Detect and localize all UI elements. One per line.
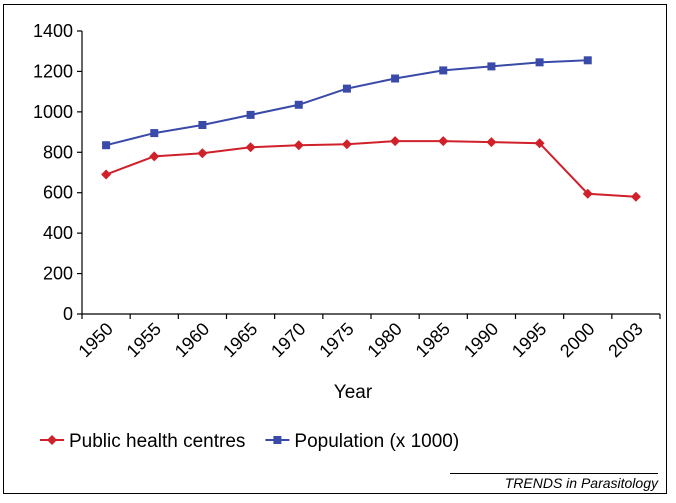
y-tick-label: 400: [43, 223, 73, 243]
y-tick-label: 1200: [33, 61, 73, 81]
x-axis-title: Year: [334, 382, 373, 403]
legend-label: Population (x 1000): [294, 431, 459, 452]
series-line: [105, 59, 588, 147]
data-point: [439, 66, 448, 75]
journal-credit: TRENDS in Parasitology: [450, 473, 658, 491]
figure-frame: [3, 4, 667, 494]
data-point: [390, 136, 401, 147]
legend-item: Population (x 1000): [265, 431, 459, 452]
data-point: [149, 151, 160, 162]
x-tick-label: 2000: [556, 319, 598, 361]
data-point: [487, 62, 496, 71]
x-tick-label: 1980: [363, 319, 405, 361]
data-point: [246, 110, 255, 119]
y-tick-label: 1400: [33, 21, 73, 41]
data-point: [341, 139, 352, 150]
data-point: [197, 148, 208, 159]
y-tick-label: 0: [63, 304, 73, 324]
data-point: [630, 191, 641, 202]
x-tick-label: 1970: [267, 319, 309, 361]
legend-label: Public health centres: [69, 431, 245, 452]
data-point: [101, 169, 112, 180]
data-point: [294, 100, 303, 109]
data-point: [438, 136, 449, 147]
x-tick-label: 2003: [604, 319, 646, 361]
y-tick-label: 1000: [33, 102, 73, 122]
x-tick-label: 1960: [171, 319, 213, 361]
x-tick-label: 1990: [460, 319, 502, 361]
data-point: [583, 56, 592, 65]
legend-item: Public health centres: [40, 431, 245, 452]
series-population-x-1000: [102, 56, 592, 150]
data-point: [150, 129, 159, 138]
x-tick-label: 1950: [74, 319, 116, 361]
series-line: [105, 140, 636, 198]
x-tick-label: 1985: [412, 319, 454, 361]
data-point: [486, 137, 497, 148]
data-point: [534, 138, 545, 149]
x-tick-label: 1975: [315, 319, 357, 361]
data-point: [582, 188, 593, 199]
data-point: [391, 74, 400, 83]
data-point: [342, 84, 351, 93]
data-point: [245, 142, 256, 153]
data-point: [273, 436, 282, 444]
data-point: [47, 435, 57, 445]
x-tick-label: 1995: [508, 319, 550, 361]
y-tick-label: 200: [43, 264, 73, 284]
y-tick-label: 600: [43, 183, 73, 203]
data-point: [198, 120, 207, 129]
series-public-health-centres: [101, 136, 641, 202]
x-tick-label: 1955: [123, 319, 165, 361]
data-point: [535, 58, 544, 67]
data-point: [102, 141, 111, 150]
data-point: [293, 140, 304, 151]
x-tick-label: 1965: [219, 319, 261, 361]
y-tick-label: 800: [43, 142, 73, 162]
